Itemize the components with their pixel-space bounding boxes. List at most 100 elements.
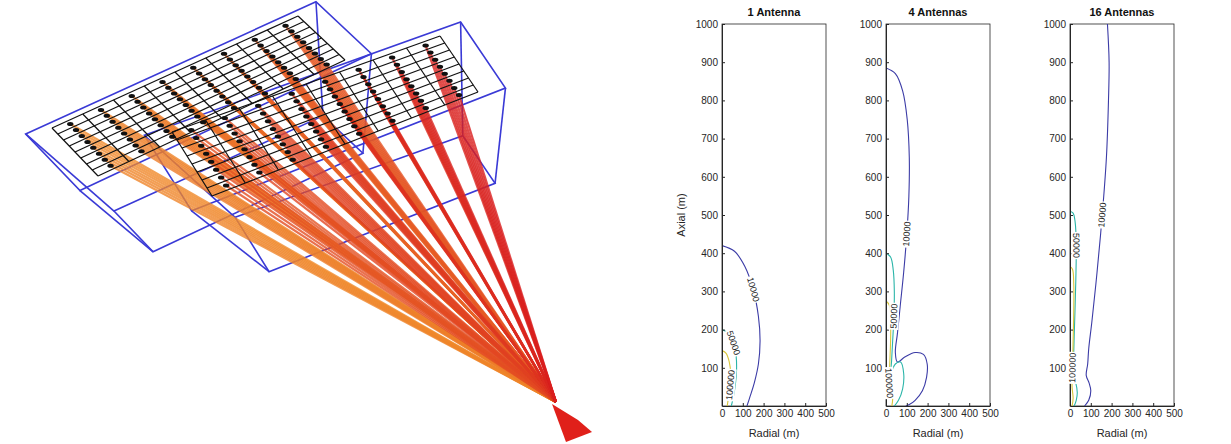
- contour-level: 50000: [1071, 233, 1081, 258]
- tick: 500: [818, 403, 835, 419]
- y-axis: 1002003004005006007008009001000: [696, 19, 725, 407]
- tick-label: 300: [941, 408, 958, 419]
- tick: 900: [865, 57, 889, 68]
- tick-mark: [743, 403, 744, 406]
- tick: 400: [1145, 403, 1162, 419]
- tick: 400: [1049, 248, 1073, 259]
- tick: 400: [797, 403, 814, 419]
- tick: 800: [701, 95, 725, 106]
- ray: [321, 139, 556, 402]
- tick-label: 600: [701, 172, 718, 183]
- tick-label: 500: [1049, 210, 1066, 221]
- contour-label: 100000: [883, 367, 895, 400]
- tick-label: 400: [865, 248, 882, 259]
- panel-title: 1 Antenna: [748, 6, 802, 18]
- ray: [440, 67, 556, 402]
- tick-label: 300: [1125, 408, 1142, 419]
- tick-label: 200: [920, 408, 937, 419]
- antenna-element: [159, 80, 165, 84]
- contour-labels: 1000050000100000: [883, 220, 912, 399]
- tick: 200: [756, 403, 773, 419]
- ray: [454, 88, 556, 402]
- antenna-element: [188, 128, 194, 132]
- antenna-element: [208, 83, 214, 87]
- antenna-element: [323, 145, 329, 149]
- grid-line: [298, 16, 345, 60]
- tick-label: 300: [777, 408, 794, 419]
- x-axis: 0100200300400500: [884, 403, 1000, 419]
- antenna-element: [322, 80, 328, 84]
- tick: 700: [1049, 133, 1073, 144]
- tick: 800: [1049, 95, 1073, 106]
- ray: [199, 74, 556, 402]
- antenna-element: [332, 95, 338, 99]
- tick-mark: [826, 403, 827, 406]
- tick-label: 500: [865, 210, 882, 221]
- antenna-element: [294, 35, 300, 39]
- tick-mark: [1174, 403, 1175, 406]
- tick-label: 0: [1068, 408, 1074, 419]
- ray: [236, 65, 556, 402]
- antenna-element: [375, 97, 381, 101]
- antenna-element: [351, 124, 357, 128]
- antenna-element: [203, 152, 209, 156]
- tick: 800: [865, 95, 889, 106]
- antenna-element: [218, 176, 224, 180]
- antenna-element: [456, 93, 462, 97]
- antenna-element: [451, 86, 457, 90]
- ray: [161, 125, 556, 402]
- antenna-element: [241, 147, 247, 151]
- antenna-element: [202, 77, 208, 81]
- tick-label: 900: [1049, 57, 1066, 68]
- ray: [203, 122, 556, 402]
- ray: [211, 85, 556, 402]
- contour-label: 10000: [745, 275, 762, 304]
- ray: [211, 162, 556, 402]
- tick-label: 400: [1145, 408, 1162, 419]
- antenna-element: [270, 127, 276, 131]
- antenna-element: [298, 107, 304, 111]
- antenna-element: [303, 114, 309, 118]
- antenna-element: [380, 104, 386, 108]
- tick-mark: [1070, 215, 1073, 216]
- antenna-element: [355, 68, 361, 72]
- grid-line: [373, 60, 412, 118]
- tick-label: 500: [1166, 408, 1183, 419]
- label-patch: [724, 329, 742, 358]
- antenna-element: [323, 62, 329, 66]
- tick-mark: [722, 62, 725, 63]
- receiver: [552, 404, 592, 442]
- antenna-element: [177, 97, 183, 101]
- tick-label: 100: [735, 408, 752, 419]
- antenna-element: [109, 120, 115, 124]
- contour-lines: [722, 246, 760, 406]
- tick-mark: [886, 139, 889, 140]
- contour-line: [722, 246, 760, 406]
- ray: [335, 97, 556, 402]
- grid-line: [182, 50, 450, 148]
- antenna-element: [306, 46, 312, 50]
- contour-lines: [1070, 24, 1109, 406]
- contour-labels: 1000050000100000: [724, 275, 762, 401]
- contour-level: 50000: [725, 330, 743, 357]
- axis-line: [887, 406, 991, 407]
- tick-label: 1000: [1044, 19, 1067, 30]
- tick-label: 100: [701, 363, 718, 374]
- ray: [397, 65, 556, 402]
- tick-label: 300: [865, 286, 882, 297]
- tick-mark: [722, 139, 725, 140]
- grid-line: [267, 30, 314, 75]
- tick-mark: [1132, 403, 1133, 406]
- antenna-element: [418, 99, 424, 103]
- tick: 500: [701, 210, 725, 221]
- antenna-element: [263, 49, 269, 53]
- contour-panel: 0100200300400500100200300400500600700800…: [1044, 6, 1184, 439]
- box-top: [26, 2, 372, 191]
- ray: [416, 94, 556, 402]
- tick-mark: [907, 403, 908, 406]
- antenna-element: [308, 122, 314, 126]
- label-patch: [1096, 201, 1108, 229]
- antenna-element: [275, 60, 281, 64]
- grid-line: [207, 85, 473, 188]
- ray: [253, 82, 556, 402]
